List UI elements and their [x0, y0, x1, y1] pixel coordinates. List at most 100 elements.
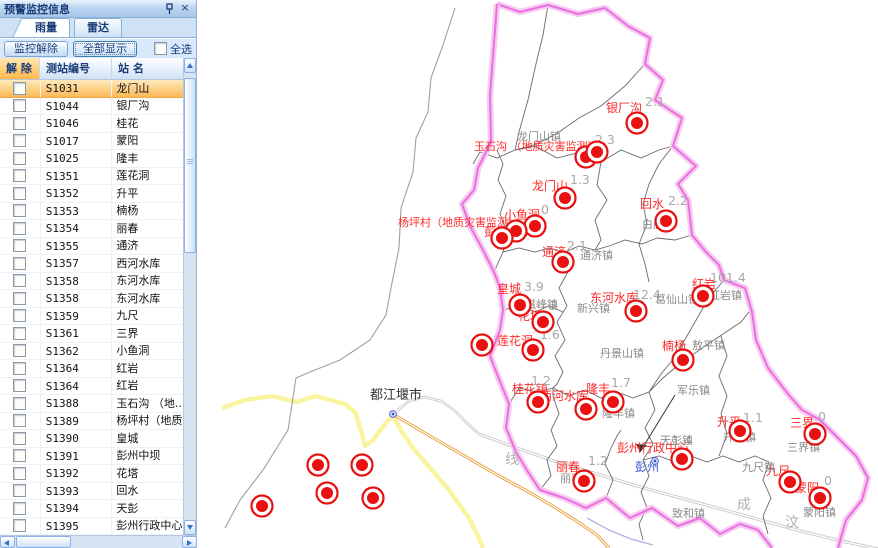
table-row[interactable]: S1358 东河水库 — [0, 290, 184, 308]
row-checkbox[interactable] — [13, 309, 27, 323]
station-label: 隆丰 — [586, 381, 610, 396]
header-station-id[interactable]: 测站编号 — [40, 58, 112, 79]
table-row[interactable]: S1353 楠杨 — [0, 202, 184, 220]
table-row[interactable]: S1392 花塔 — [0, 465, 184, 483]
table-row[interactable]: S1391 彭州中坝 — [0, 447, 184, 465]
select-all-toggle[interactable]: 全选 — [154, 41, 192, 57]
tab-radar[interactable]: 雷达 — [74, 18, 122, 37]
station-id-cell: S1395 — [41, 517, 113, 534]
table-row[interactable]: S1351 莲花洞 — [0, 167, 184, 185]
table-row[interactable]: S1357 西河水库 — [0, 255, 184, 273]
row-checkbox[interactable] — [13, 414, 27, 428]
table-row[interactable]: S1354 丽春 — [0, 220, 184, 238]
town-label: 致和镇 — [672, 506, 705, 520]
table-row[interactable]: S1362 小鱼洞 — [0, 342, 184, 360]
station-marker-dot — [591, 146, 603, 158]
table-row[interactable]: S1390 皇城 — [0, 430, 184, 448]
railway-line — [478, 432, 878, 548]
row-checkbox[interactable] — [13, 116, 27, 130]
row-checkbox[interactable] — [13, 326, 27, 340]
row-checkbox[interactable] — [13, 361, 27, 375]
table-row[interactable]: S1364 红岩 — [0, 377, 184, 395]
monitor-release-button[interactable]: 监控解除 — [4, 40, 68, 57]
vertical-scroll-thumb[interactable] — [184, 78, 196, 253]
row-checkbox[interactable] — [13, 99, 27, 113]
row-checkbox[interactable] — [13, 274, 27, 288]
value-label: 1.3 — [570, 172, 590, 187]
header-release[interactable]: 解 除 — [0, 58, 40, 79]
horizontal-scroll-thumb[interactable] — [16, 536, 71, 548]
station-id-cell: S1392 — [41, 465, 113, 482]
header-station-name[interactable]: 站 名 — [118, 62, 144, 75]
row-checkbox[interactable] — [13, 81, 27, 95]
table-row[interactable]: S1393 回水 — [0, 482, 184, 500]
rail-label: 线 — [505, 452, 519, 468]
table-row[interactable]: S1046 桂花 — [0, 115, 184, 133]
station-name-cell: 红岩 — [116, 361, 139, 375]
scroll-up-button[interactable] — [184, 58, 196, 73]
station-marker-dot — [510, 225, 522, 237]
row-checkbox[interactable] — [13, 291, 27, 305]
table-row[interactable]: S1025 隆丰 — [0, 150, 184, 168]
show-all-button[interactable]: 全部显示 — [73, 40, 137, 57]
row-checkbox[interactable] — [13, 344, 27, 358]
station-label: 杨坪村（地质灾害监测） — [398, 215, 519, 229]
table-row[interactable]: S1359 九尺 — [0, 307, 184, 325]
station-marker-dot — [697, 290, 709, 302]
row-checkbox[interactable] — [13, 484, 27, 498]
station-name-cell: 桂花 — [116, 116, 139, 130]
scroll-down-button[interactable] — [184, 520, 196, 535]
row-checkbox[interactable] — [13, 134, 27, 148]
row-checkbox[interactable] — [13, 256, 27, 270]
row-checkbox[interactable] — [13, 431, 27, 445]
row-checkbox[interactable] — [13, 239, 27, 253]
tab-rainfall[interactable]: 雨量 — [22, 18, 70, 37]
table-row[interactable]: S1364 红岩 — [0, 360, 184, 378]
table-row[interactable]: S1394 天彭 — [0, 500, 184, 518]
station-marker-dot — [677, 354, 689, 366]
pin-icon[interactable] — [162, 2, 176, 15]
row-checkbox[interactable] — [13, 221, 27, 235]
scroll-right-button[interactable] — [182, 536, 197, 548]
township-boundaries — [472, 4, 772, 541]
value-label: 2.1 — [645, 94, 665, 109]
station-id-cell: S1352 — [41, 185, 113, 202]
horizontal-scrollbar[interactable] — [0, 535, 197, 548]
table-row[interactable]: S1355 通济 — [0, 237, 184, 255]
row-checkbox[interactable] — [13, 466, 27, 480]
row-checkbox[interactable] — [13, 204, 27, 218]
table-row[interactable]: S1017 蒙阳 — [0, 132, 184, 150]
station-id-cell: S1357 — [41, 255, 113, 272]
table-row[interactable]: S1395 彭州行政中心 — [0, 517, 184, 535]
row-checkbox[interactable] — [13, 151, 27, 165]
table-row[interactable]: S1388 玉石沟 （地... — [0, 395, 184, 413]
table-row[interactable]: S1044 银厂沟 — [0, 97, 184, 115]
station-id-cell: S1362 — [41, 342, 113, 359]
select-all-checkbox[interactable] — [154, 42, 167, 55]
station-table: S1031 龙门山 S1044 银厂沟 S1046 桂花 S1017 蒙阳 S1025 隆丰 S13… — [0, 80, 184, 535]
table-row[interactable]: S1358 东河水库 — [0, 272, 184, 290]
station-marker-dot — [631, 117, 643, 129]
row-checkbox[interactable] — [13, 186, 27, 200]
station-name-cell: 通济 — [116, 239, 139, 253]
table-row[interactable]: S1352 升平 — [0, 185, 184, 203]
station-id-cell: S1031 — [41, 80, 113, 97]
row-checkbox[interactable] — [13, 501, 27, 515]
station-name-cell: 东河水库 — [116, 291, 161, 305]
row-checkbox[interactable] — [13, 519, 27, 533]
table-row[interactable]: S1031 龙门山 — [0, 80, 184, 98]
station-label: 彭州行政中心 — [617, 440, 689, 455]
scroll-left-button[interactable] — [0, 536, 15, 548]
row-checkbox[interactable] — [13, 449, 27, 463]
table-row[interactable]: S1361 三界 — [0, 325, 184, 343]
row-checkbox[interactable] — [13, 396, 27, 410]
close-icon[interactable]: × — [180, 1, 190, 14]
vertical-scrollbar[interactable] — [183, 58, 196, 535]
station-id-cell: S1361 — [41, 325, 113, 342]
station-marker-dot — [527, 344, 539, 356]
row-checkbox[interactable] — [13, 169, 27, 183]
row-checkbox[interactable] — [13, 379, 27, 393]
